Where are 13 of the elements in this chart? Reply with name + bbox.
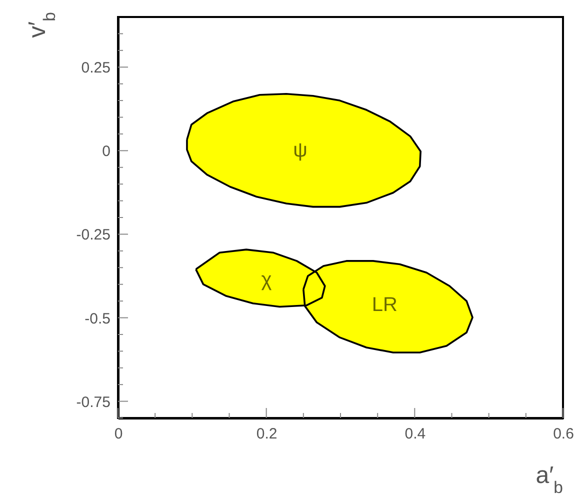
- y-tick-label: -0.5: [84, 310, 110, 328]
- x-axis-title: a′$_{b}$: [536, 462, 563, 495]
- y-tick-label: 0: [102, 143, 110, 160]
- x-tick-label: 0.2: [256, 426, 278, 442]
- series-label: χ: [261, 268, 272, 291]
- x-tick-label: 0: [114, 426, 123, 442]
- series-label: LR: [372, 294, 398, 316]
- series-label: ψ: [293, 140, 308, 162]
- x-tick-label: 0.6: [553, 426, 574, 442]
- y-tick-label: -0.75: [76, 394, 110, 411]
- x-tick-label: 0.4: [404, 426, 426, 442]
- y-tick-label: -0.25: [76, 226, 110, 244]
- y-tick-label: 0.25: [81, 60, 110, 77]
